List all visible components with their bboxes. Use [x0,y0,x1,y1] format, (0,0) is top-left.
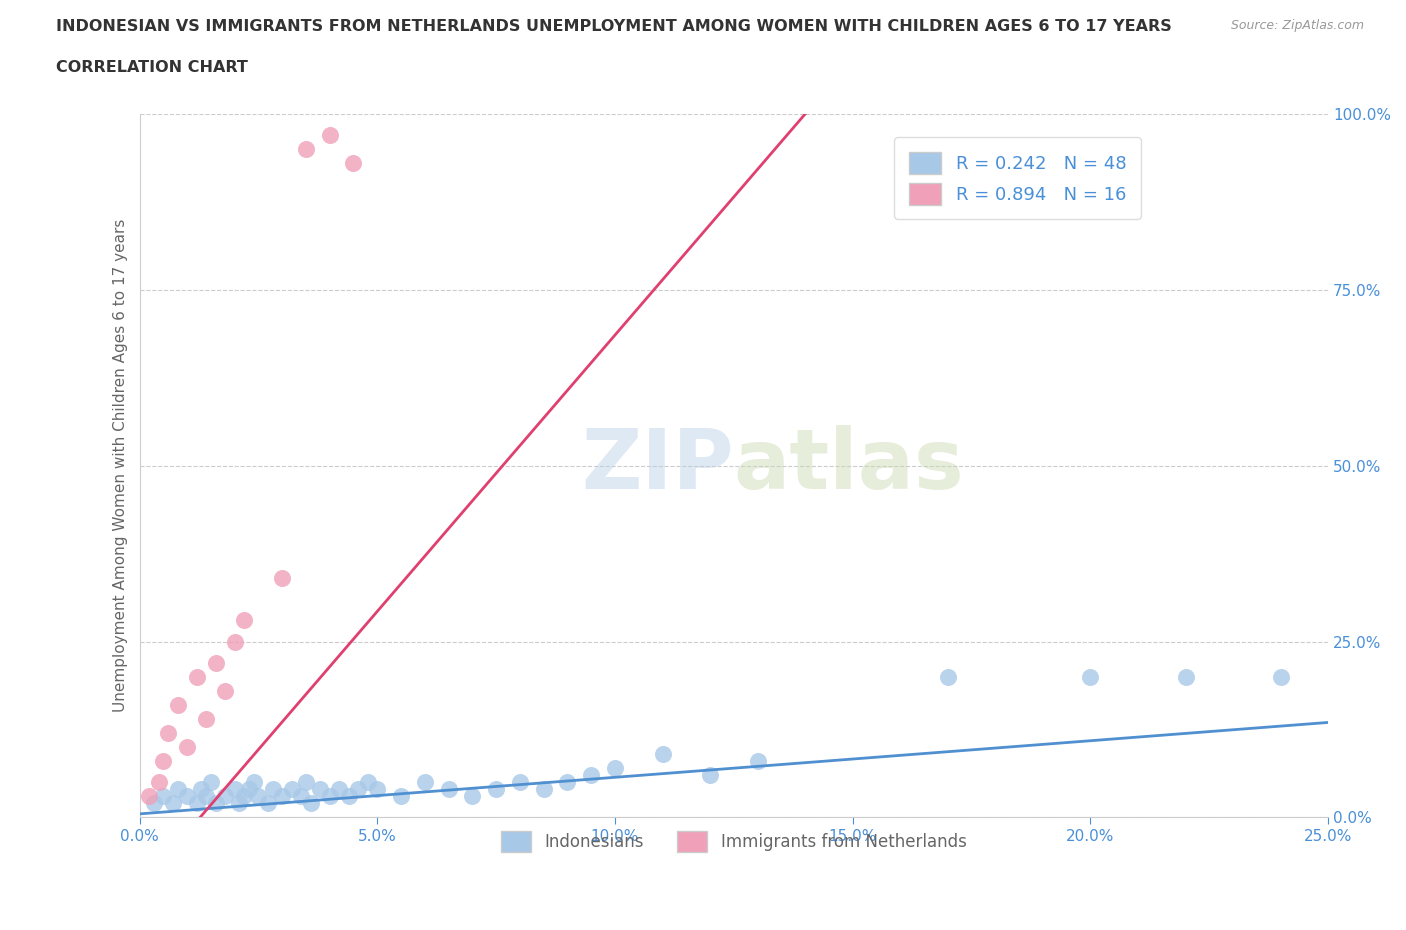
Point [271,571,294,586]
Text: atlas: atlas [734,425,965,506]
Point [247,789,270,804]
Point [1174,670,1197,684]
Point [204,656,226,671]
Point [148,775,170,790]
Point [319,789,342,804]
Point [214,789,236,804]
Point [228,796,250,811]
Point [233,789,256,804]
Point [152,789,174,804]
Point [747,753,769,768]
Point [142,796,165,811]
Text: INDONESIAN VS IMMIGRANTS FROM NETHERLANDS UNEMPLOYMENT AMONG WOMEN WITH CHILDREN: INDONESIAN VS IMMIGRANTS FROM NETHERLAND… [56,19,1173,33]
Point [299,796,322,811]
Point [186,670,208,684]
Point [190,782,212,797]
Point [936,670,959,684]
Y-axis label: Unemployment Among Women with Children Ages 6 to 17 years: Unemployment Among Women with Children A… [114,219,128,712]
Point [328,782,350,797]
Point [413,775,436,790]
Point [166,698,188,712]
Point [280,782,302,797]
Point [262,782,284,797]
Point [347,782,370,797]
Point [557,775,579,790]
Point [157,725,180,740]
Point [699,768,721,783]
Point [271,789,294,804]
Point [366,782,388,797]
Point [319,127,342,142]
Point [138,789,160,804]
Point [242,775,264,790]
Point [533,782,555,797]
Point [651,747,673,762]
Point [295,775,318,790]
Point [224,782,246,797]
Point [200,775,222,790]
Point [389,789,412,804]
Point [176,739,198,754]
Point [195,789,218,804]
Point [238,782,260,797]
Point [461,789,484,804]
Point [295,141,318,156]
Text: ZIP: ZIP [581,425,734,506]
Point [152,753,174,768]
Point [342,156,364,171]
Legend: Indonesians, Immigrants from Netherlands: Indonesians, Immigrants from Netherlands [495,825,973,858]
Point [357,775,380,790]
Point [337,789,360,804]
Text: Source: ZipAtlas.com: Source: ZipAtlas.com [1230,19,1364,32]
Point [509,775,531,790]
Point [485,782,508,797]
Point [166,782,188,797]
Point [437,782,460,797]
Point [214,684,236,698]
Point [233,613,256,628]
Point [176,789,198,804]
Point [195,711,218,726]
Point [603,761,626,776]
Text: CORRELATION CHART: CORRELATION CHART [56,60,247,75]
Point [186,796,208,811]
Point [1270,670,1292,684]
Point [309,782,332,797]
Point [224,634,246,649]
Point [162,796,184,811]
Point [579,768,602,783]
Point [1080,670,1102,684]
Point [204,796,226,811]
Point [290,789,312,804]
Point [257,796,280,811]
